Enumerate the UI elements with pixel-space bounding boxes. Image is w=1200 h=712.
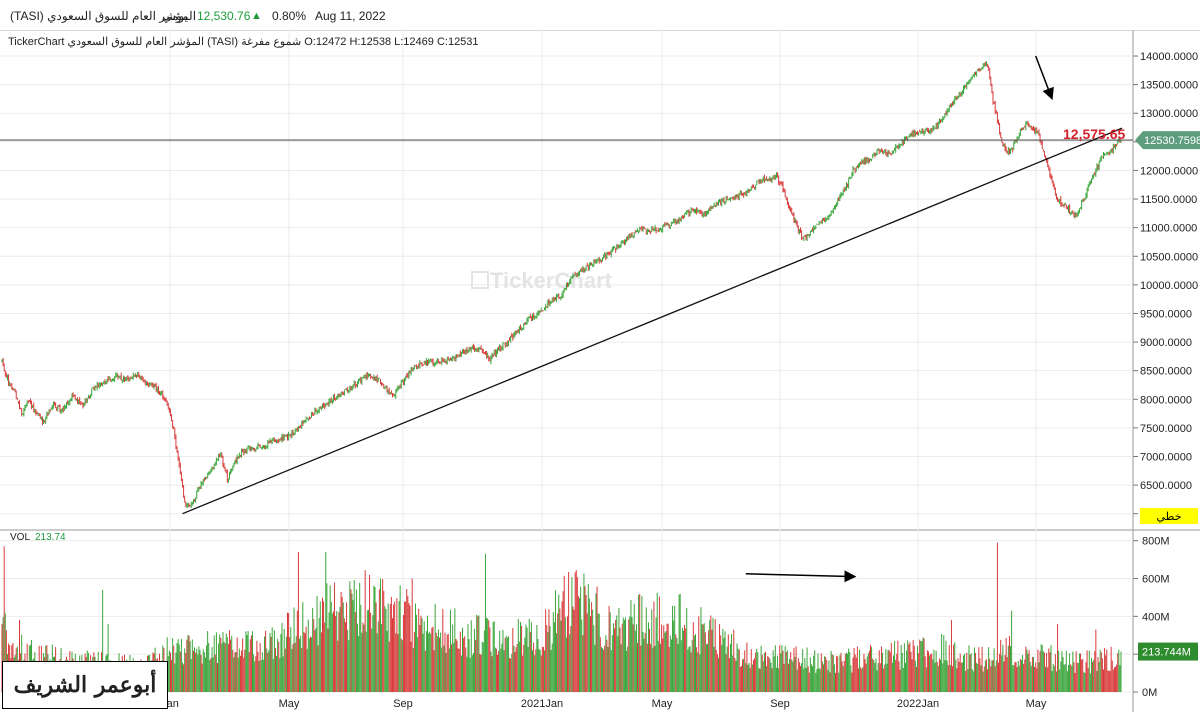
author-signature: أبوعمر الشريف [2, 661, 168, 709]
annotation-overlays: 12,575.65 [0, 55, 1133, 583]
last-volume-tag-bg [1138, 642, 1198, 661]
chart-mode-label: خطي [1157, 511, 1182, 523]
instrument-name[interactable]: المؤشر العام للسوق السعودي (TASI) [10, 9, 197, 23]
price-tick-label: 8000.0000 [1140, 394, 1192, 406]
annotation-price: 12,575.65 [1063, 126, 1125, 142]
price-tick-label: 6500.0000 [1140, 480, 1192, 492]
price-tick-label: 10000.0000 [1140, 280, 1198, 292]
price-tick-label: 12000.0000 [1140, 165, 1198, 177]
volume-value: 213.74 [35, 532, 66, 543]
volume-tick-label: 400M [1142, 611, 1170, 623]
time-axis[interactable]: Jan May Sep 2021Jan May Sep 2022Jan May [161, 698, 1047, 710]
price-tick-label: 7500.0000 [1140, 423, 1192, 435]
triangle-up-icon: ▲ [251, 10, 262, 22]
trend-line [182, 127, 1123, 515]
candlestick-series [1, 61, 1122, 509]
tickerchart-watermark: TickerChart [490, 268, 613, 293]
instrument-header: المؤشر العام للسوق السعودي (TASI) يومي 1… [0, 0, 1200, 31]
price-tick-label: 11000.0000 [1140, 223, 1197, 235]
last-volume-tag-label: 213.744M [1142, 647, 1191, 659]
price-change: 0.80% [272, 9, 307, 23]
ohlc-info-line: TickerChart المؤشر العام للسوق السعودي (… [8, 36, 479, 48]
chart-mode-bg [1140, 508, 1198, 524]
last-price-tag-label: 12530.7598 [1144, 135, 1200, 147]
quote-date: Aug 11, 2022 [315, 9, 386, 23]
last-price: 12,530.76 [197, 9, 251, 23]
time-tick-label: May [652, 698, 673, 710]
price-axis[interactable]: 6000.00006500.00007000.00007500.00008000… [1133, 51, 1200, 524]
time-tick-label: May [279, 698, 300, 710]
watermark-logo-icon [471, 271, 489, 289]
price-tick-label: 9500.0000 [1140, 308, 1192, 320]
price-volume-chart[interactable]: TickerChart المؤشر العام للسوق السعودي (… [0, 30, 1200, 712]
last-price-tag-bg [1135, 131, 1200, 150]
volume-tick-label: 0M [1142, 687, 1157, 699]
time-tick-label: May [1026, 698, 1047, 710]
time-tick-label: 2022Jan [897, 698, 939, 710]
volume-axis[interactable]: 0M200M400M600M800M213.744M [1133, 536, 1198, 699]
last-price-tag: 12530.7598 [1135, 131, 1200, 150]
price-tick-label: 7000.0000 [1140, 451, 1192, 463]
price-tick-label: 13500.0000 [1140, 80, 1198, 92]
price-tick-label: 11500.0000 [1140, 194, 1197, 206]
period-label[interactable]: يومي [162, 9, 188, 23]
price-tick-label: 10500.0000 [1140, 251, 1198, 263]
time-tick-label: 2021Jan [521, 698, 563, 710]
time-tick-label: Sep [393, 698, 413, 710]
price-tick-label: 14000.0000 [1140, 51, 1198, 63]
volume-arrow-icon [745, 570, 857, 583]
volume-tick-label: 600M [1142, 574, 1170, 586]
price-tick-label: 9000.0000 [1140, 337, 1192, 349]
volume-label: VOL [10, 532, 30, 543]
chart-mode-button[interactable]: خطي [1140, 508, 1198, 524]
volume-tick-label: 800M [1142, 536, 1170, 548]
annotation-arrow-icon [1034, 55, 1054, 101]
price-tick-label: 8500.0000 [1140, 366, 1192, 378]
price-tick-label: 13000.0000 [1140, 108, 1198, 120]
time-tick-label: Sep [770, 698, 790, 710]
last-volume-tag: 213.744M [1138, 642, 1198, 661]
